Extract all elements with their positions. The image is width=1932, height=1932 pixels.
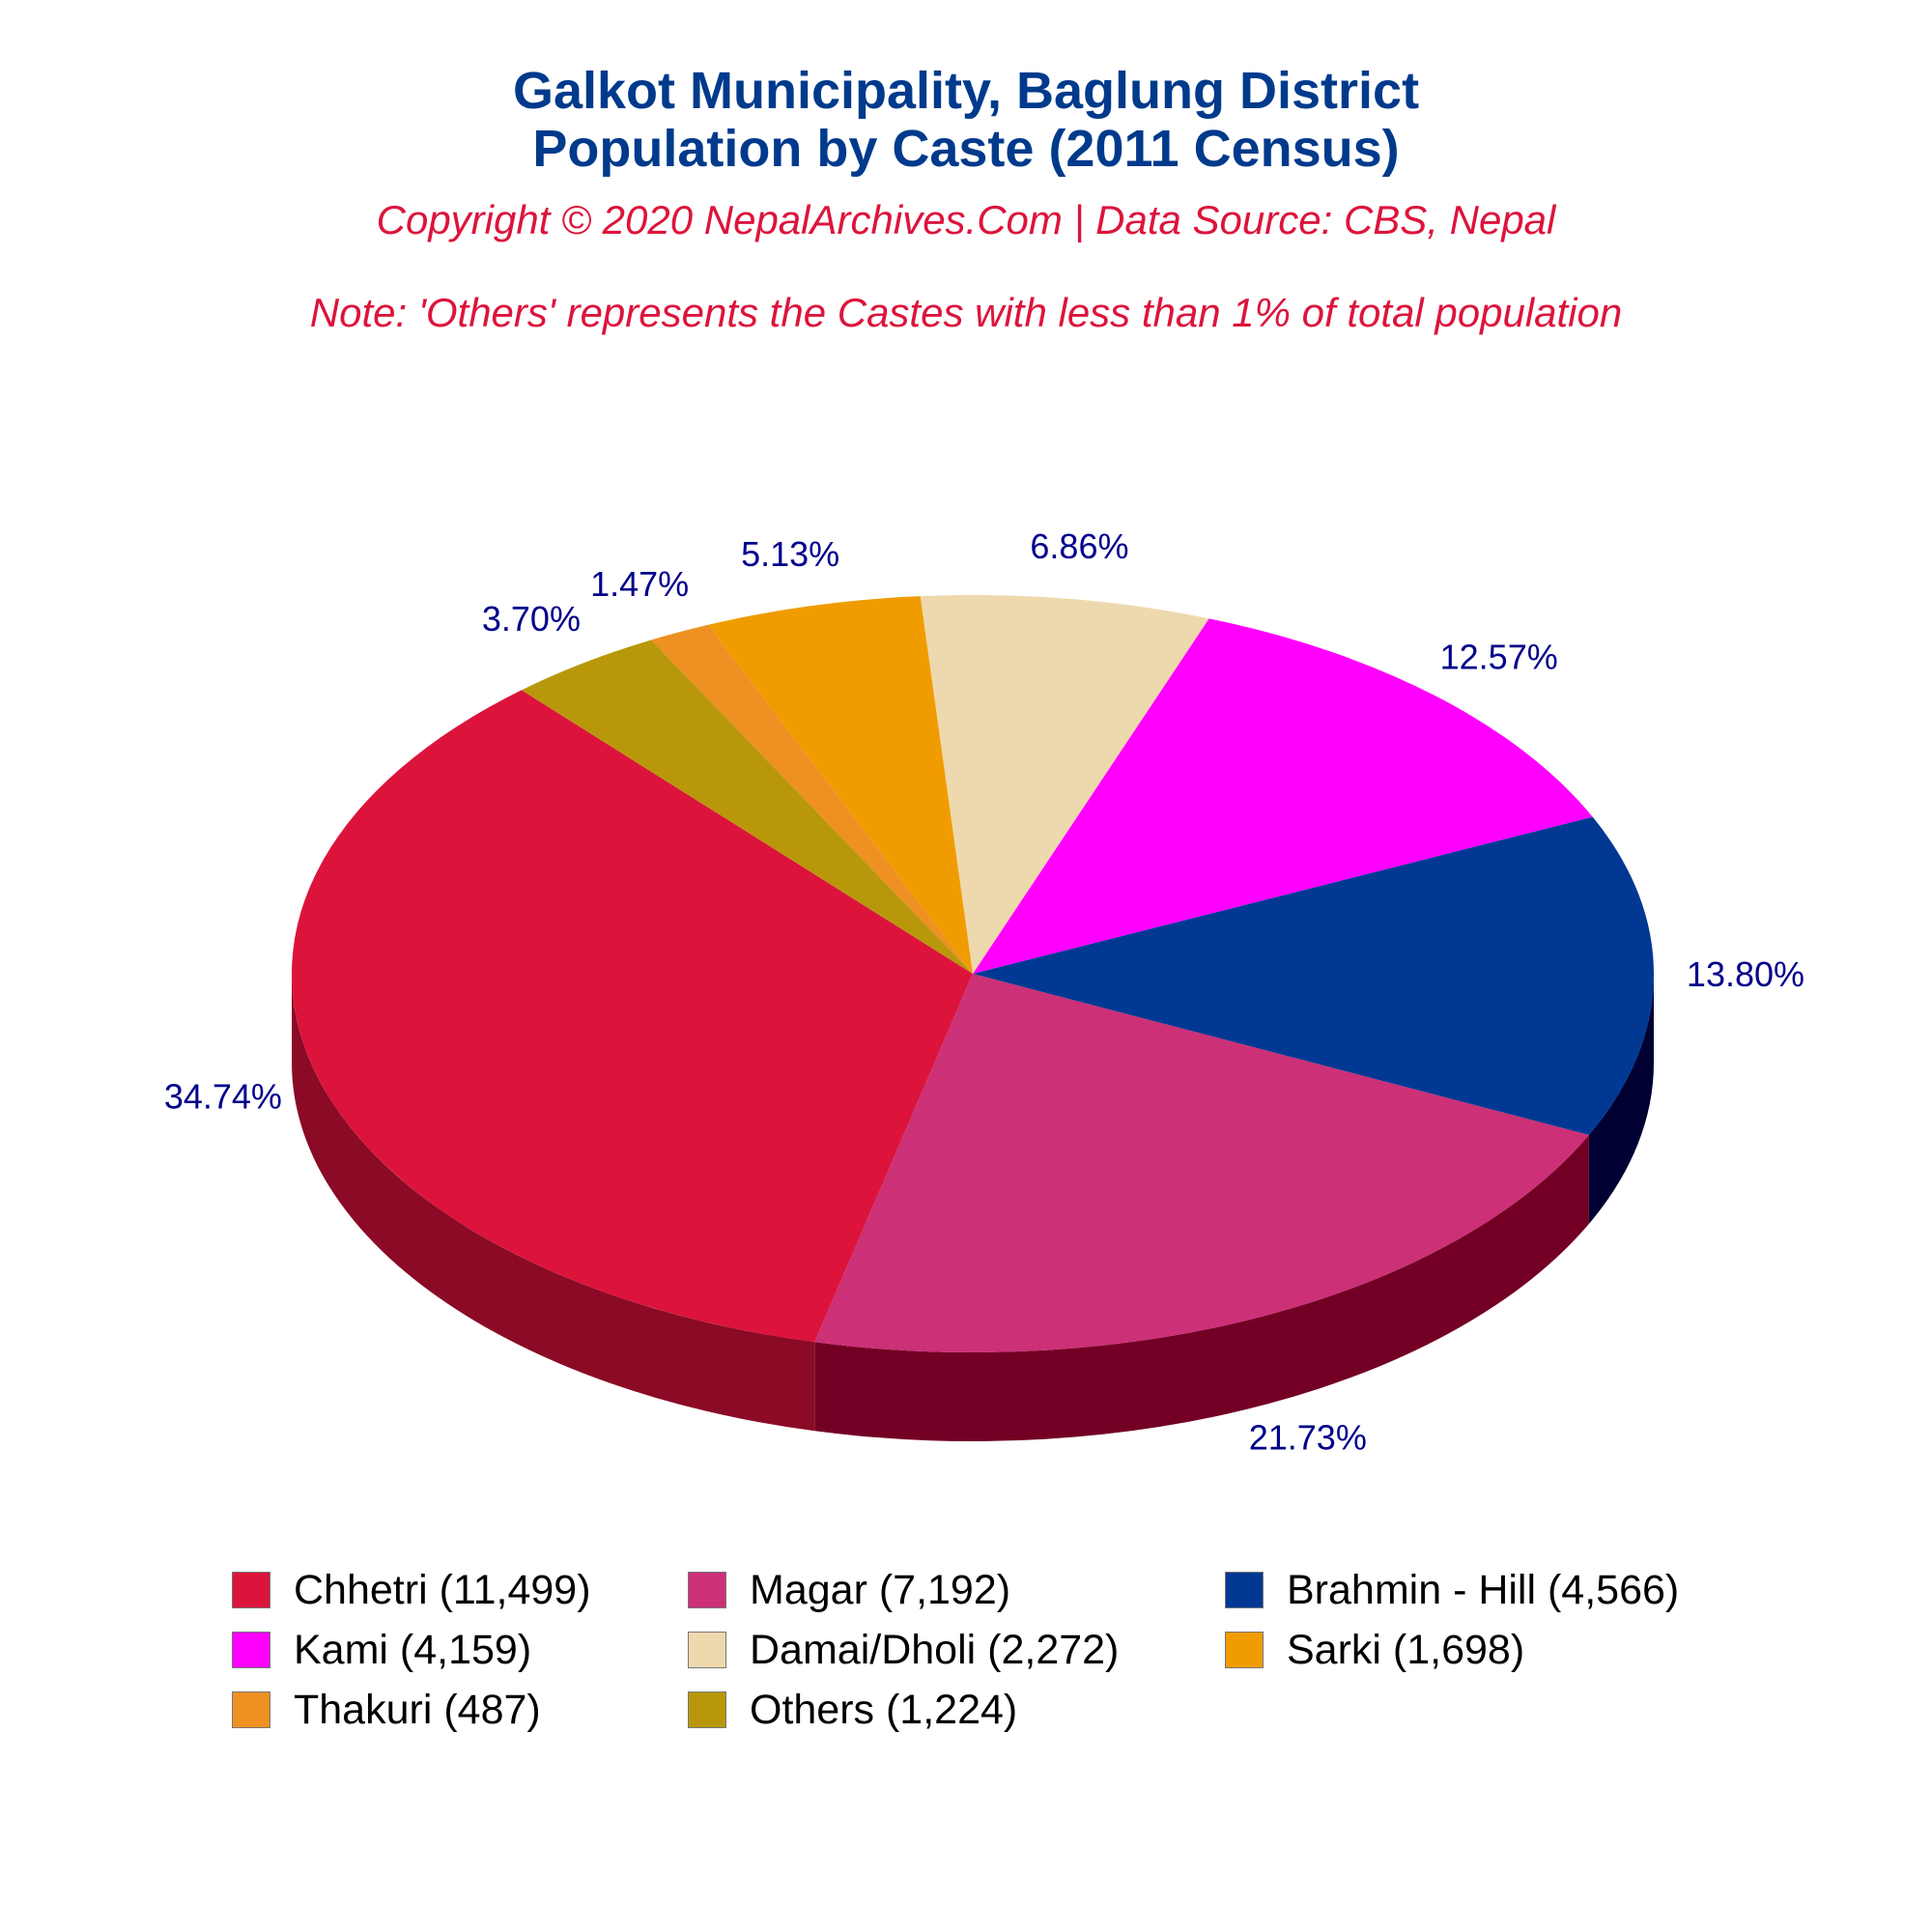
legend-item-others: Others (1,224) — [688, 1683, 1017, 1737]
legend-swatch — [1225, 1572, 1264, 1608]
legend-item-brahmin-hill: Brahmin - Hill (4,566) — [1225, 1563, 1679, 1617]
legend-label: Sarki (1,698) — [1287, 1626, 1525, 1673]
legend-item-damai-dholi: Damai/Dholi (2,272) — [688, 1623, 1119, 1677]
legend-swatch — [688, 1632, 726, 1668]
legend-label: Brahmin - Hill (4,566) — [1287, 1566, 1680, 1613]
legend-item-kami: Kami (4,159) — [232, 1623, 531, 1677]
pie-slice-thakuri — [650, 624, 973, 974]
pie-slice-damai-dholi — [920, 595, 1209, 974]
legend-item-chhetri: Chhetri (11,499) — [232, 1563, 591, 1617]
pie-slice-kami — [973, 618, 1593, 974]
pie-label-brahmin-hill: 13.80% — [1687, 954, 1804, 994]
pie-slices — [291, 595, 1654, 1352]
chart-legend: Chhetri (11,499) Magar (7,192) Brahmin - H… — [0, 1563, 1932, 1737]
legend-swatch — [1225, 1632, 1264, 1668]
pie-label-others: 3.70% — [482, 599, 581, 639]
legend-label: Damai/Dholi (2,272) — [750, 1626, 1120, 1673]
pie-sides — [292, 974, 1654, 1441]
pie-label-thakuri: 1.47% — [590, 564, 689, 604]
pie-slice-magar — [814, 974, 1589, 1352]
pie-slice-sarki — [707, 596, 973, 974]
pie-label-sarki: 5.13% — [741, 534, 839, 574]
chart-title-line1: Galkot Municipality, Baglung District — [512, 62, 1420, 120]
pie-side-chhetri — [292, 974, 815, 1432]
legend-swatch — [688, 1691, 726, 1728]
pie-slice-brahmin-hill — [973, 816, 1654, 1135]
pie-label-kami: 12.57% — [1440, 637, 1558, 676]
pie-side-magar — [814, 1134, 1589, 1441]
legend-swatch — [232, 1572, 270, 1608]
legend-item-thakuri: Thakuri (487) — [232, 1683, 541, 1737]
legend-item-sarki: Sarki (1,698) — [1225, 1623, 1524, 1677]
legend-label: Chhetri (11,499) — [294, 1566, 591, 1613]
pie-chart: 34.74% 21.73% 13.80% 12.57% 6.86% 5.13% 1.47%3… — [164, 526, 1804, 1458]
note-text: Note: 'Others' represents the Castes wit… — [309, 290, 1623, 335]
legend-label: Thakuri (487) — [294, 1686, 541, 1733]
copyright-text: Copyright © 2020 NepalArchives.Com | Dat… — [376, 197, 1556, 242]
legend-swatch — [232, 1632, 270, 1668]
pie-side-brahmin-hill — [1588, 974, 1654, 1224]
pie-label-damai-dholi: 6.86% — [1030, 526, 1128, 566]
legend-label: Others (1,224) — [750, 1686, 1018, 1733]
pie-label-chhetri: 34.74% — [164, 1077, 282, 1117]
legend-swatch — [232, 1691, 270, 1728]
legend-label: Magar (7,192) — [750, 1566, 1011, 1613]
chart-title-line2: Population by Caste (2011 Census) — [532, 120, 1400, 178]
pie-label-magar: 21.73% — [1249, 1418, 1367, 1458]
pie-slice-chhetri — [291, 690, 973, 1343]
legend-item-magar: Magar (7,192) — [688, 1563, 1010, 1617]
legend-label: Kami (4,159) — [294, 1626, 532, 1673]
pie-labels: 34.74% 21.73% 13.80% 12.57% 6.86% 5.13% 1.47%3… — [164, 526, 1804, 1458]
pie-slice-others — [521, 639, 973, 974]
legend-swatch — [688, 1572, 726, 1608]
